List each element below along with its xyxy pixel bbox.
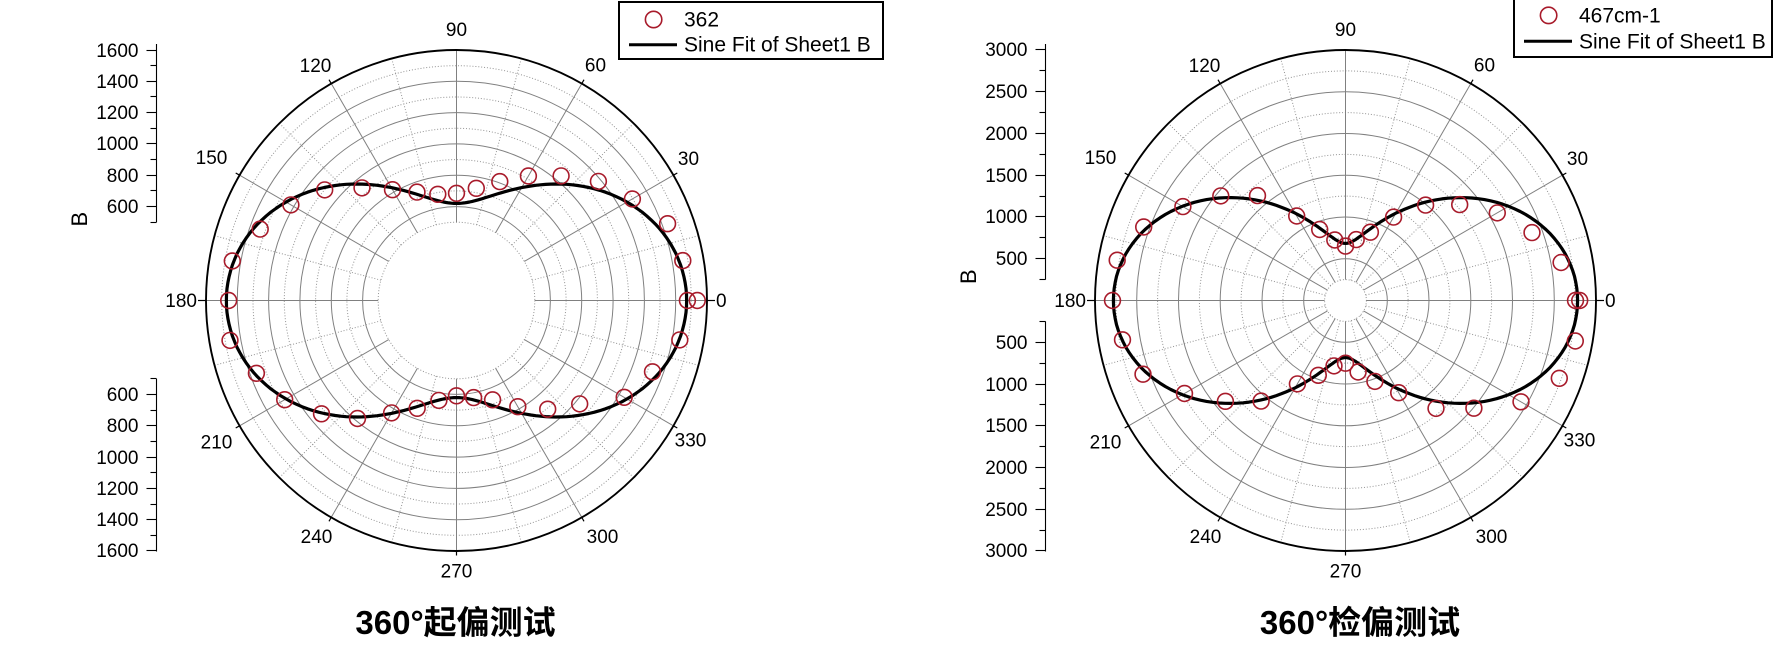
svg-text:210: 210 (201, 433, 233, 454)
svg-text:30: 30 (678, 149, 699, 170)
svg-text:2000: 2000 (985, 458, 1027, 479)
svg-text:300: 300 (1476, 527, 1508, 548)
svg-text:500: 500 (996, 249, 1028, 270)
svg-text:210: 210 (1090, 433, 1122, 454)
svg-text:Sine Fit of Sheet1 B: Sine Fit of Sheet1 B (684, 34, 871, 57)
svg-text:362: 362 (684, 9, 719, 32)
svg-text:120: 120 (300, 56, 332, 77)
svg-text:1000: 1000 (96, 448, 138, 469)
svg-text:1500: 1500 (985, 416, 1027, 437)
svg-text:90: 90 (1335, 20, 1356, 41)
svg-text:180: 180 (165, 291, 197, 312)
svg-text:Sine Fit of Sheet1 B: Sine Fit of Sheet1 B (1579, 30, 1766, 53)
svg-text:467cm-1: 467cm-1 (1579, 4, 1661, 27)
svg-text:60: 60 (585, 56, 606, 77)
svg-text:60: 60 (1474, 56, 1495, 77)
svg-text:1000: 1000 (985, 207, 1027, 228)
svg-text:600: 600 (107, 197, 139, 218)
svg-text:600: 600 (107, 385, 139, 406)
svg-text:1400: 1400 (96, 510, 138, 531)
svg-text:360°: 360° (1260, 604, 1328, 641)
svg-text:120: 120 (1189, 56, 1221, 77)
svg-text:0: 0 (1605, 291, 1616, 312)
svg-text:30: 30 (1567, 149, 1588, 170)
svg-text:270: 270 (1330, 562, 1362, 583)
svg-text:240: 240 (1190, 527, 1222, 548)
svg-text:B: B (67, 212, 92, 227)
svg-text:360°: 360° (355, 604, 423, 641)
svg-text:330: 330 (1564, 431, 1596, 452)
svg-text:90: 90 (446, 20, 467, 41)
svg-text:3000: 3000 (985, 541, 1027, 562)
svg-text:300: 300 (587, 527, 619, 548)
svg-text:800: 800 (107, 166, 139, 187)
svg-text:1600: 1600 (96, 541, 138, 562)
svg-text:270: 270 (441, 562, 473, 583)
svg-text:180: 180 (1054, 291, 1086, 312)
svg-text:2500: 2500 (985, 82, 1027, 103)
svg-text:2500: 2500 (985, 500, 1027, 521)
svg-text:500: 500 (996, 333, 1028, 354)
svg-text:0: 0 (716, 291, 727, 312)
svg-text:1600: 1600 (96, 41, 138, 62)
svg-text:3000: 3000 (985, 40, 1027, 61)
svg-text:2000: 2000 (985, 124, 1027, 145)
svg-text:330: 330 (675, 431, 707, 452)
svg-text:1500: 1500 (985, 166, 1027, 187)
svg-text:1200: 1200 (96, 479, 138, 500)
svg-text:150: 150 (1085, 148, 1117, 169)
svg-text:1000: 1000 (985, 375, 1027, 396)
svg-text:150: 150 (196, 148, 228, 169)
svg-text:1200: 1200 (96, 103, 138, 124)
svg-text:1400: 1400 (96, 72, 138, 93)
svg-text:B: B (956, 269, 981, 284)
svg-text:1000: 1000 (96, 134, 138, 155)
svg-text:240: 240 (301, 527, 333, 548)
svg-text:800: 800 (107, 416, 139, 437)
